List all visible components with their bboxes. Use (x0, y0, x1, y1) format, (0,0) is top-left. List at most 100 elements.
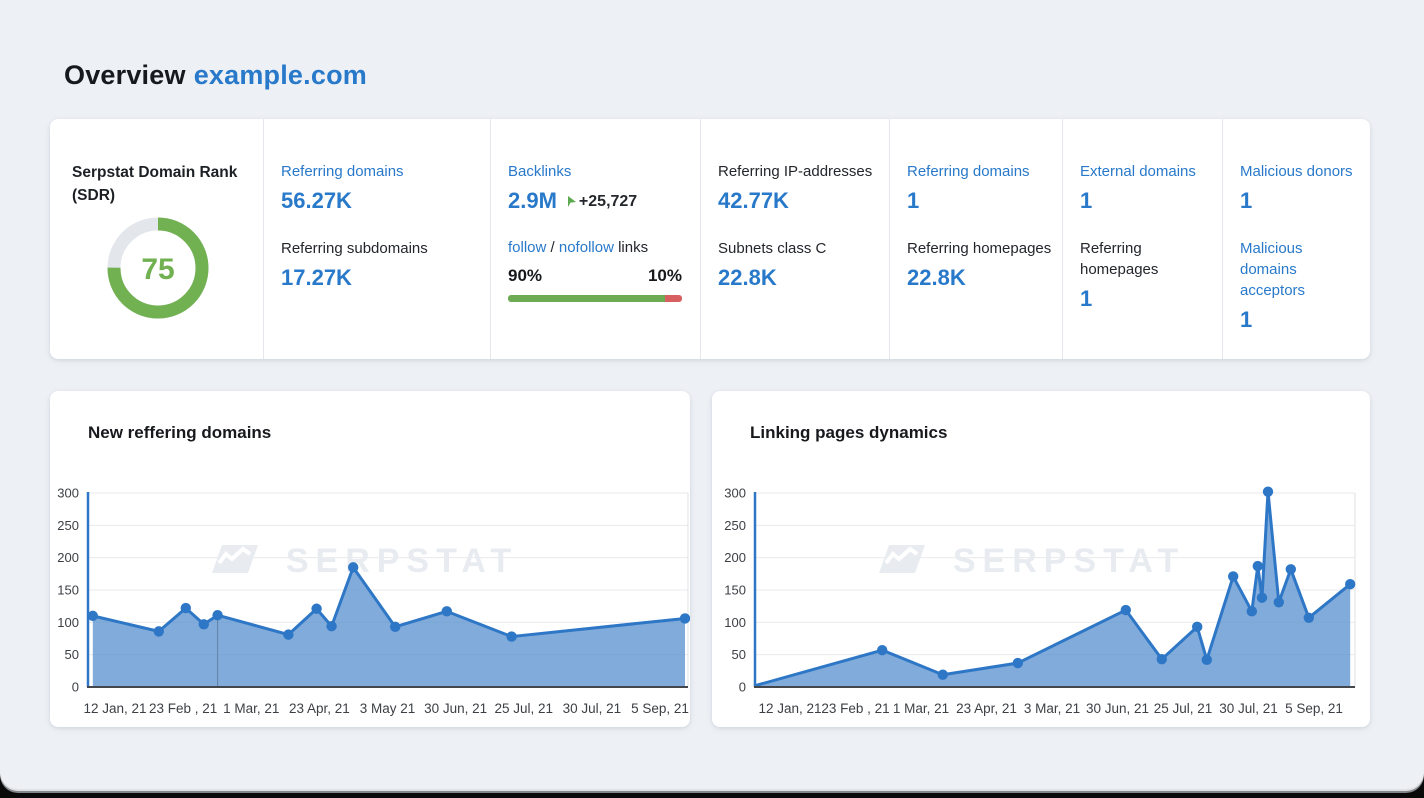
stat-item: Referring homepages 22.8K (907, 238, 1052, 292)
stat-item: Referring homepages 1 (1080, 238, 1212, 313)
svg-text:150: 150 (57, 583, 79, 598)
follow-nofollow-bar (508, 294, 682, 302)
stat-label-link[interactable]: Referring domains (907, 163, 1030, 180)
stat-label-link[interactable]: External domains (1080, 163, 1196, 180)
svg-text:23 Apr, 21: 23 Apr, 21 (956, 701, 1017, 716)
backlinks-link[interactable]: Backlinks (508, 163, 572, 180)
svg-text:1 Mar, 21: 1 Mar, 21 (223, 701, 279, 716)
stat-column: External domains 1 Referring homepages 1 (1062, 119, 1222, 359)
stat-value: 42.77K (718, 188, 789, 213)
stat-label-link[interactable]: Malicious domains acceptors (1240, 240, 1306, 299)
stat-label: Referring IP-addresses (718, 163, 873, 180)
stat-value: 1 (907, 188, 920, 213)
svg-text:300: 300 (724, 486, 746, 501)
backlinks-delta-text: +25,727 (578, 192, 638, 210)
svg-text:30 Jul, 21: 30 Jul, 21 (563, 701, 622, 716)
sdr-value: 75 (141, 253, 174, 286)
page-title: Overview example.com (64, 60, 1424, 91)
svg-text:1 Mar, 21: 1 Mar, 21 (893, 701, 949, 716)
stat-value: 1 (1080, 188, 1093, 213)
chart-card-new-referring-domains: 0 50 100 150 200 250 300 SERPSTAT 12 Jan, 21 23 F… (50, 391, 691, 727)
svg-text:100: 100 (57, 615, 79, 630)
follow-percent: 90% (508, 265, 543, 285)
summary-card: Serpstat Domain Rank (SDR) 75 Referring … (50, 119, 1370, 359)
new-referring-domains-chart[interactable]: 0 50 100 150 200 250 300 SERPSTAT 12 Jan, 21 23 F… (50, 391, 691, 727)
follow-nofollow-line: follow / nofollow links (508, 239, 690, 256)
svg-text:SERPSTAT: SERPSTAT (286, 542, 518, 580)
follow-nofollow-percents: 90% 10% (508, 266, 682, 286)
svg-text:250: 250 (724, 518, 746, 533)
svg-text:25 Jul, 21: 25 Jul, 21 (494, 701, 553, 716)
stat-column: Referring IP-addresses 42.77K Subnets clas… (700, 119, 889, 359)
stat-label-link[interactable]: Referring domains (281, 163, 404, 180)
links-word: links (618, 238, 649, 256)
stat-item: Subnets class C 22.8K (718, 238, 879, 292)
svg-text:30 Jun, 21: 30 Jun, 21 (1086, 701, 1149, 716)
nofollow-bar-segment (664, 294, 682, 302)
stat-value: 1 (1080, 286, 1093, 311)
chart-title: Linking pages dynamics (750, 423, 948, 442)
svg-text:5 Sep, 21: 5 Sep, 21 (631, 701, 689, 716)
page-title-text: Overview (64, 60, 186, 90)
follow-bar-segment (508, 294, 665, 302)
stat-column: Referring domains 56.27K Referring subdoma… (263, 119, 490, 359)
svg-text:25 Jul, 21: 25 Jul, 21 (1154, 701, 1213, 716)
stat-column: Backlinks 2.9M +25,727 follow / nofollow li… (490, 119, 700, 359)
stat-value: 22.8K (907, 265, 966, 290)
stat-column: Malicious donors 1 Malicious domains accep… (1222, 119, 1370, 359)
svg-text:12 Jan, 21: 12 Jan, 21 (758, 701, 821, 716)
svg-text:23 Feb , 21: 23 Feb , 21 (821, 701, 889, 716)
stat-label: Referring homepages (907, 240, 1052, 257)
stat-item: Referring domains 56.27K (281, 161, 480, 215)
stat-value: 2.9M (508, 188, 557, 213)
charts-row: 0 50 100 150 200 250 300 SERPSTAT 12 Jan, 21 23 F… (50, 391, 1370, 727)
svg-text:200: 200 (724, 550, 746, 565)
stat-value: 1 (1240, 307, 1253, 332)
svg-text:3 May 21: 3 May 21 (360, 701, 416, 716)
sdr-donut-gauge: 75 (107, 217, 209, 319)
follow-link[interactable]: follow (508, 238, 547, 256)
nofollow-link[interactable]: nofollow (558, 238, 614, 256)
svg-text:12 Jan, 21: 12 Jan, 21 (83, 701, 146, 716)
svg-text:50: 50 (65, 647, 79, 662)
stat-item: Referring IP-addresses 42.77K (718, 161, 879, 215)
chart-card-linking-pages-dynamics: 0 50 100 150 200 250 300 SERPSTAT 12 Jan, 21 23 F… (712, 391, 1370, 727)
svg-text:5 Sep, 21: 5 Sep, 21 (1285, 701, 1343, 716)
stat-item: Malicious donors 1 (1240, 161, 1360, 215)
stat-label-link[interactable]: Malicious donors (1240, 163, 1353, 180)
stat-value: 17.27K (281, 265, 352, 290)
stat-label: Referring homepages (1080, 240, 1159, 278)
svg-text:23 Apr, 21: 23 Apr, 21 (289, 701, 350, 716)
backlinks-value-row: 2.9M +25,727 (508, 187, 690, 216)
svg-text:30 Jun, 21: 30 Jun, 21 (424, 701, 487, 716)
sdr-column: Serpstat Domain Rank (SDR) 75 (50, 119, 263, 359)
svg-text:3 Mar, 21: 3 Mar, 21 (1024, 701, 1080, 716)
svg-text:300: 300 (57, 486, 79, 501)
stat-item: External domains 1 (1080, 161, 1212, 215)
stat-value: 56.27K (281, 188, 352, 213)
stat-value: 1 (1240, 188, 1253, 213)
chart-title: New reffering domains (88, 423, 272, 442)
svg-text:150: 150 (724, 583, 746, 598)
stat-item: Malicious domains acceptors 1 (1240, 238, 1360, 334)
domain-link[interactable]: example.com (193, 60, 367, 90)
linking-pages-dynamics-chart[interactable]: 0 50 100 150 200 250 300 SERPSTAT 12 Jan, 21 23 F… (712, 391, 1370, 727)
nofollow-percent: 10% (647, 265, 682, 285)
trend-up-icon (567, 196, 576, 207)
svg-text:200: 200 (57, 550, 79, 565)
separator: / (550, 238, 555, 256)
stat-item: Referring subdomains 17.27K (281, 238, 480, 292)
backlinks-stat: Backlinks 2.9M +25,727 (508, 161, 690, 216)
stat-value: 22.8K (718, 265, 777, 290)
backlinks-delta: +25,727 (567, 188, 637, 216)
svg-text:23 Feb , 21: 23 Feb , 21 (149, 701, 217, 716)
svg-text:0: 0 (72, 680, 79, 695)
svg-text:100: 100 (724, 615, 746, 630)
svg-text:SERPSTAT: SERPSTAT (953, 542, 1185, 580)
svg-text:50: 50 (732, 647, 746, 662)
svg-text:0: 0 (739, 680, 746, 695)
stat-label: Subnets class C (718, 240, 827, 257)
sdr-label: Serpstat Domain Rank (SDR) (72, 164, 238, 204)
stat-label: Referring subdomains (281, 240, 428, 257)
